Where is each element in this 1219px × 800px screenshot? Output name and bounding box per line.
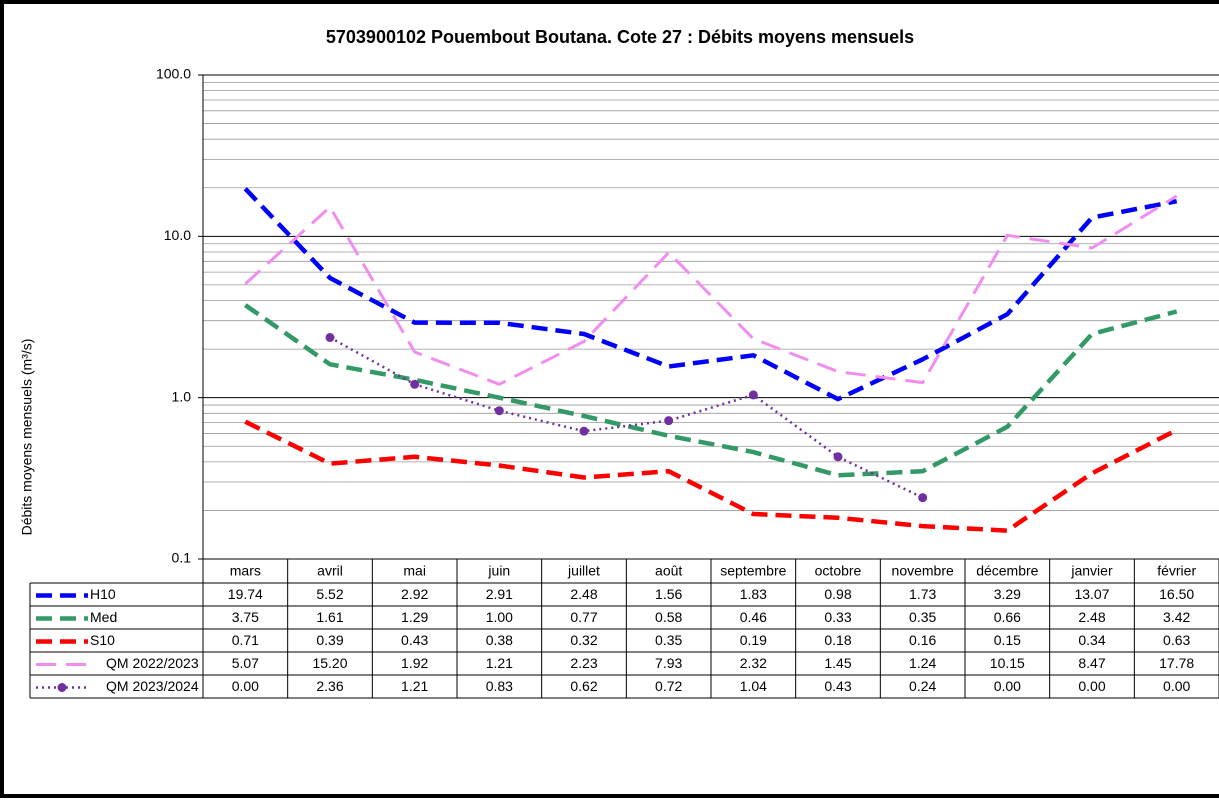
table-value: 0.77	[570, 609, 597, 625]
x-tick-label: février	[1157, 563, 1196, 579]
table-value: 0.98	[824, 586, 851, 602]
x-tick-label: janvier	[1070, 563, 1113, 579]
legend-marker	[57, 683, 67, 692]
y-tick-label: 10.0	[164, 227, 191, 243]
table-value: 0.00	[1078, 678, 1105, 694]
table-value: 10.15	[990, 655, 1025, 671]
legend-label: Med	[90, 609, 117, 625]
series-marker	[410, 379, 420, 389]
table-value: 0.00	[232, 678, 259, 694]
table-value: 13.07	[1074, 586, 1109, 602]
x-tick-label: juillet	[567, 563, 600, 579]
table-value: 3.75	[232, 609, 259, 625]
y-axis-label: Débits moyens mensuels (m³/s)	[19, 339, 35, 536]
table-value: 1.61	[316, 609, 343, 625]
x-tick-label: mars	[230, 563, 261, 579]
series-marker	[579, 426, 589, 436]
table-value: 0.43	[824, 678, 851, 694]
table-value: 2.36	[316, 678, 343, 694]
table-value: 0.83	[486, 678, 513, 694]
table-value: 0.34	[1078, 632, 1105, 648]
table-value: 2.48	[1078, 609, 1105, 625]
y-tick-label: 0.1	[172, 550, 192, 566]
table-value: 0.38	[486, 632, 513, 648]
series-line	[244, 303, 1178, 478]
table-value: 2.23	[570, 655, 597, 671]
table-value: 0.63	[1163, 632, 1190, 648]
table-value: 0.58	[655, 609, 682, 625]
x-tick-label: novembre	[892, 563, 954, 579]
table-value: 3.29	[994, 586, 1021, 602]
series-marker	[325, 333, 335, 343]
table-value: 0.62	[570, 678, 597, 694]
table-value: 0.24	[909, 678, 936, 694]
x-tick-label: octobre	[815, 563, 862, 579]
table-value: 1.21	[401, 678, 428, 694]
series-marker	[918, 493, 928, 503]
table-value: 19.74	[228, 586, 263, 602]
x-tick-label: mai	[403, 563, 426, 579]
series-marker	[748, 390, 758, 400]
legend-label: H10	[90, 586, 116, 602]
legend-label: S10	[90, 632, 115, 648]
series-line	[244, 194, 1178, 386]
table-value: 0.35	[909, 609, 936, 625]
y-tick-label: 1.0	[172, 388, 192, 404]
table-value: 2.91	[486, 586, 513, 602]
table-value: 0.19	[740, 632, 767, 648]
x-tick-label: juin	[487, 563, 510, 579]
table-value: 1.45	[824, 655, 851, 671]
legend-label: QM 2022/2023	[106, 655, 199, 671]
table-value: 1.73	[909, 586, 936, 602]
table-value: 15.20	[312, 655, 347, 671]
table-value: 0.00	[1163, 678, 1190, 694]
table-value: 0.16	[909, 632, 936, 648]
table-value: 0.46	[740, 609, 767, 625]
table-value: 1.83	[740, 586, 767, 602]
table-value: 0.71	[232, 632, 259, 648]
table-value: 0.15	[994, 632, 1021, 648]
table-value: 2.92	[401, 586, 428, 602]
legend-label: QM 2023/2024	[106, 678, 199, 694]
table-value: 3.42	[1163, 609, 1190, 625]
table-value: 0.39	[316, 632, 343, 648]
table-value: 1.04	[740, 678, 767, 694]
table-value: 1.24	[909, 655, 936, 671]
series-marker	[833, 452, 843, 462]
table-value: 0.18	[824, 632, 851, 648]
table-value: 5.52	[316, 586, 343, 602]
series-marker	[494, 406, 504, 416]
table-value: 1.00	[486, 609, 513, 625]
table-value: 0.43	[401, 632, 428, 648]
table-value: 16.50	[1159, 586, 1194, 602]
table-value: 0.66	[994, 609, 1021, 625]
table-value: 1.29	[401, 609, 428, 625]
table-value: 7.93	[655, 655, 682, 671]
series-marker	[664, 416, 674, 426]
table-value: 5.07	[232, 655, 259, 671]
series-line	[244, 419, 1178, 533]
table-value: 0.33	[824, 609, 851, 625]
table-value: 2.48	[570, 586, 597, 602]
chart-title: 5703900102 Pouembout Boutana. Cote 27 : …	[326, 27, 914, 47]
x-tick-label: avril	[317, 563, 343, 579]
table-value: 1.21	[486, 655, 513, 671]
x-tick-label: décembre	[976, 563, 1038, 579]
table-value: 0.35	[655, 632, 682, 648]
table-value: 8.47	[1078, 655, 1105, 671]
table-value: 0.72	[655, 678, 682, 694]
table-value: 0.00	[994, 678, 1021, 694]
table-value: 1.56	[655, 586, 682, 602]
table-value: 2.32	[740, 655, 767, 671]
y-tick-label: 100.0	[156, 66, 191, 82]
table-value: 17.78	[1159, 655, 1194, 671]
table-value: 1.92	[401, 655, 428, 671]
x-tick-label: septembre	[720, 563, 786, 579]
series-line	[243, 187, 1178, 402]
x-tick-label: août	[655, 563, 682, 579]
table-value: 0.32	[570, 632, 597, 648]
